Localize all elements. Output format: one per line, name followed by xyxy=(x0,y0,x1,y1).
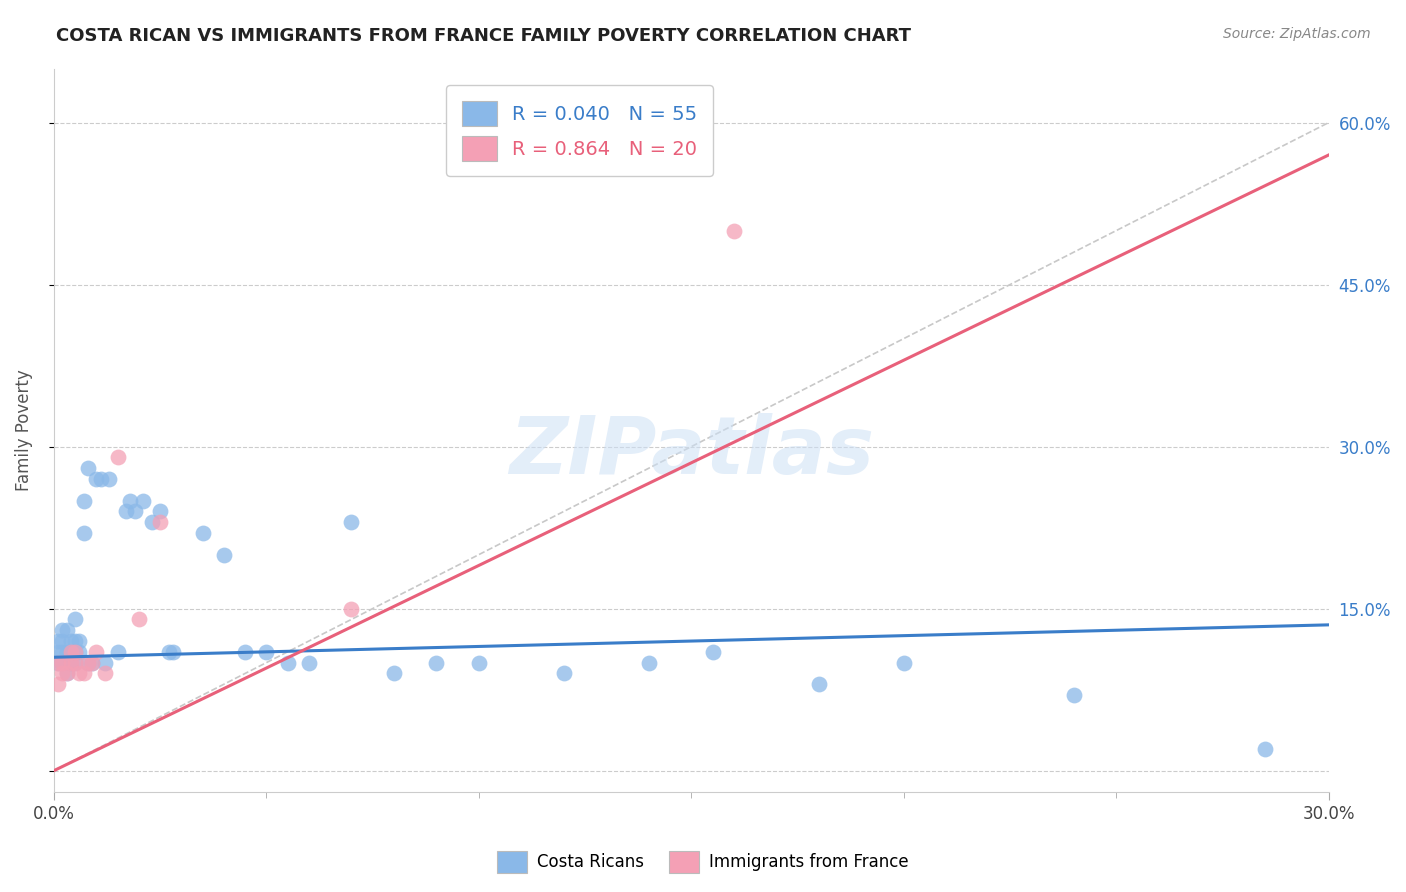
Point xyxy=(80,656,103,670)
Point xyxy=(51,656,73,670)
Point xyxy=(63,645,86,659)
Point xyxy=(1063,688,1085,702)
Point xyxy=(51,634,73,648)
Point xyxy=(807,677,830,691)
Point xyxy=(76,461,98,475)
Point xyxy=(553,666,575,681)
Point xyxy=(55,645,77,659)
Point xyxy=(162,645,184,659)
Y-axis label: Family Poverty: Family Poverty xyxy=(15,369,32,491)
Point xyxy=(63,634,86,648)
Point xyxy=(63,612,86,626)
Point xyxy=(51,645,73,659)
Point xyxy=(55,666,77,681)
Text: ZIPatlas: ZIPatlas xyxy=(509,413,873,491)
Point xyxy=(46,634,69,648)
Point xyxy=(124,504,146,518)
Point xyxy=(55,666,77,681)
Point xyxy=(72,493,94,508)
Point xyxy=(157,645,180,659)
Point xyxy=(59,645,82,659)
Point xyxy=(76,656,98,670)
Point xyxy=(51,624,73,638)
Point xyxy=(51,656,73,670)
Point xyxy=(46,656,69,670)
Point xyxy=(120,493,142,508)
Point xyxy=(128,612,150,626)
Point xyxy=(80,656,103,670)
Point xyxy=(702,645,724,659)
Point xyxy=(76,656,98,670)
Point xyxy=(115,504,138,518)
Point xyxy=(1254,742,1277,756)
Point xyxy=(340,515,363,529)
Point xyxy=(59,656,82,670)
Point xyxy=(46,645,69,659)
Point xyxy=(149,504,172,518)
Point xyxy=(637,656,659,670)
Point xyxy=(63,645,86,659)
Point xyxy=(132,493,155,508)
Legend: Costa Ricans, Immigrants from France: Costa Ricans, Immigrants from France xyxy=(491,845,915,880)
Point xyxy=(425,656,447,670)
Text: Source: ZipAtlas.com: Source: ZipAtlas.com xyxy=(1223,27,1371,41)
Point xyxy=(55,624,77,638)
Point xyxy=(298,656,321,670)
Point xyxy=(46,677,69,691)
Point xyxy=(340,601,363,615)
Legend: R = 0.040   N = 55, R = 0.864   N = 20: R = 0.040 N = 55, R = 0.864 N = 20 xyxy=(446,86,713,177)
Point xyxy=(59,656,82,670)
Point xyxy=(191,526,214,541)
Point xyxy=(468,656,491,670)
Point xyxy=(67,666,90,681)
Point xyxy=(141,515,163,529)
Text: COSTA RICAN VS IMMIGRANTS FROM FRANCE FAMILY POVERTY CORRELATION CHART: COSTA RICAN VS IMMIGRANTS FROM FRANCE FA… xyxy=(56,27,911,45)
Point xyxy=(277,656,299,670)
Point xyxy=(63,656,86,670)
Point xyxy=(51,666,73,681)
Point xyxy=(90,472,112,486)
Point xyxy=(254,645,277,659)
Point xyxy=(149,515,172,529)
Point xyxy=(94,656,117,670)
Point xyxy=(67,634,90,648)
Point xyxy=(63,656,86,670)
Point xyxy=(86,472,108,486)
Point xyxy=(86,645,108,659)
Point xyxy=(72,666,94,681)
Point xyxy=(72,526,94,541)
Point xyxy=(94,666,117,681)
Point xyxy=(233,645,256,659)
Point xyxy=(107,645,129,659)
Point xyxy=(98,472,121,486)
Point xyxy=(55,656,77,670)
Point xyxy=(212,548,235,562)
Point xyxy=(723,223,745,237)
Point xyxy=(59,645,82,659)
Point xyxy=(893,656,915,670)
Point xyxy=(107,450,129,465)
Point xyxy=(46,656,69,670)
Point xyxy=(67,645,90,659)
Point xyxy=(382,666,405,681)
Point xyxy=(59,634,82,648)
